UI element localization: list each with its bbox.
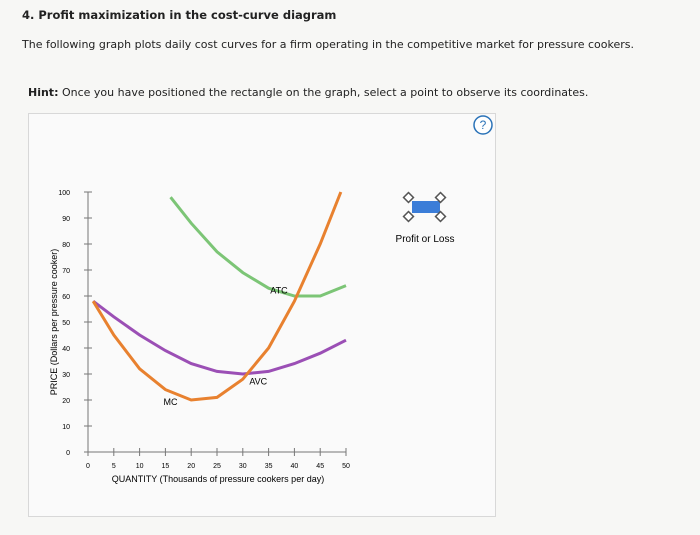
tool-handle[interactable] — [434, 191, 447, 204]
y-tick-label: 40 — [62, 346, 70, 353]
x-axis-label: QUANTITY (Thousands of pressure cookers … — [112, 474, 324, 484]
help-icon[interactable]: ? — [480, 118, 487, 132]
x-tick-label: 25 — [213, 463, 221, 470]
x-tick-label: 30 — [239, 463, 247, 470]
y-tick-label: 20 — [62, 398, 70, 405]
y-tick-label: 80 — [62, 242, 70, 249]
curve-label: MC — [164, 397, 178, 407]
tool-handle[interactable] — [434, 210, 447, 223]
y-tick-label: 70 — [62, 268, 70, 275]
help-button[interactable] — [473, 115, 493, 135]
curve-label: AVC — [249, 376, 267, 386]
tool-handle[interactable] — [402, 191, 415, 204]
y-tick-label: 30 — [62, 372, 70, 379]
y-tick-label: 50 — [62, 320, 70, 327]
x-tick-label: 20 — [187, 463, 195, 470]
hint-label: Hint: — [28, 86, 59, 99]
x-tick-label: 10 — [136, 463, 144, 470]
cost-curve — [92, 300, 347, 376]
hint-text: Once you have positioned the rectangle o… — [58, 86, 589, 99]
y-tick-label: 0 — [66, 450, 70, 457]
y-tick-label: 60 — [62, 294, 70, 301]
cost-curve — [169, 196, 347, 298]
profit-tool[interactable] — [402, 191, 447, 223]
curve-label: ATC — [270, 285, 288, 295]
x-tick-label: 40 — [291, 463, 299, 470]
tool-label: Profit or Loss — [396, 234, 455, 245]
x-tick-label: 15 — [162, 463, 170, 470]
x-tick-label: 0 — [86, 463, 90, 470]
tool-handle[interactable] — [402, 210, 415, 223]
x-tick-label: 50 — [342, 463, 350, 470]
hint: Hint: Once you have positioned the recta… — [28, 86, 588, 99]
x-tick-label: 5 — [112, 463, 116, 470]
cost-curve — [91, 191, 343, 402]
y-tick-label: 100 — [58, 190, 70, 197]
x-tick-label: 45 — [316, 463, 324, 470]
y-axis-label: PRICE (Dollars per pressure cooker) — [49, 249, 59, 396]
tool-rect[interactable] — [412, 201, 440, 213]
graph-panel — [28, 113, 496, 517]
intro: The following graph plots daily cost cur… — [22, 38, 635, 51]
heading: 4. Profit maximization in the cost-curve… — [22, 8, 337, 22]
y-tick-label: 90 — [62, 216, 70, 223]
y-tick-label: 10 — [62, 424, 70, 431]
x-tick-label: 35 — [265, 463, 273, 470]
